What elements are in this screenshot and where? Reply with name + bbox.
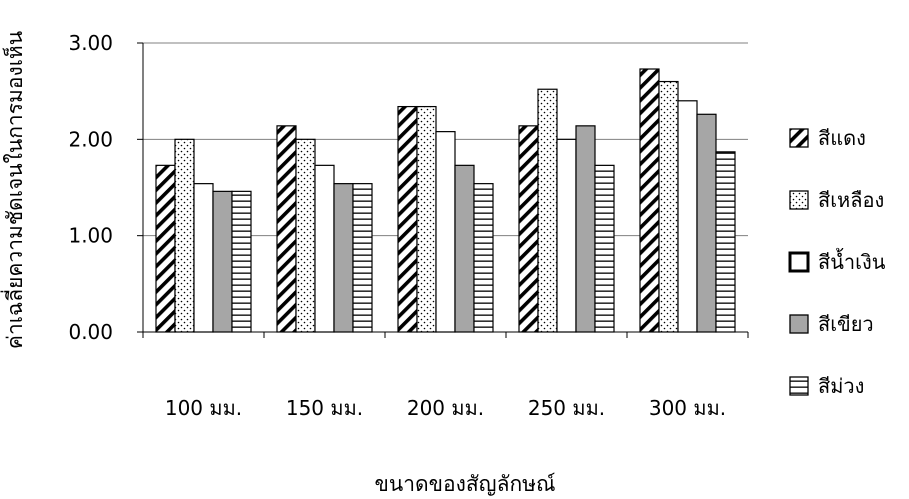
bar bbox=[352, 183, 373, 333]
y-tick-label: 0.00 bbox=[68, 320, 113, 344]
bar bbox=[174, 138, 195, 333]
legend-swatch bbox=[789, 314, 809, 334]
legend-label: สีแดง bbox=[818, 126, 866, 150]
series-1 bbox=[155, 68, 660, 333]
y-tick-label: 2.00 bbox=[68, 127, 113, 151]
x-category-label: 250 มม. bbox=[528, 396, 605, 420]
legend-label: สีเขียว bbox=[818, 312, 874, 336]
bar bbox=[677, 100, 698, 333]
bar bbox=[556, 138, 577, 333]
legend-label: สีน้ำเงิน bbox=[818, 248, 886, 274]
legend-label: สีม่วง bbox=[818, 374, 864, 398]
x-axis-label: ขนาดของสัญลักษณ์ bbox=[375, 472, 556, 496]
bar bbox=[231, 190, 252, 333]
legend-item: สีแดง bbox=[789, 126, 866, 150]
bar bbox=[518, 125, 539, 333]
bar bbox=[575, 125, 596, 333]
series-5 bbox=[231, 151, 736, 333]
bar bbox=[295, 138, 316, 333]
legend-swatch bbox=[788, 251, 810, 273]
bar bbox=[658, 80, 679, 333]
x-category-label: 100 มม. bbox=[165, 396, 242, 420]
legend-item: สีน้ำเงิน bbox=[788, 248, 886, 274]
bar bbox=[473, 183, 494, 333]
bar bbox=[333, 183, 354, 333]
bar bbox=[639, 68, 660, 333]
axes bbox=[142, 43, 749, 338]
x-category-label: 150 มม. bbox=[286, 396, 363, 420]
bars bbox=[155, 68, 736, 333]
x-axis-categories: 100 มม. 150 มม. 200 มม. 250 มม. 300 มม. bbox=[165, 396, 726, 420]
series-4 bbox=[212, 113, 717, 333]
bar bbox=[276, 125, 297, 333]
bar bbox=[696, 113, 717, 333]
bar bbox=[435, 131, 456, 333]
legend-label: สีเหลือง bbox=[818, 188, 884, 212]
legend-item: สีม่วง bbox=[789, 374, 864, 398]
bar bbox=[212, 190, 233, 333]
legend-item: สีเหลือง bbox=[789, 188, 884, 212]
series-2 bbox=[174, 80, 679, 333]
bar bbox=[416, 105, 437, 333]
legend-swatch bbox=[789, 376, 809, 396]
series-3 bbox=[193, 100, 698, 333]
y-axis-ticks: 0.00 1.00 2.00 3.00 bbox=[68, 31, 143, 344]
y-axis-label: ค่าเฉลี่ยความชัดเจนในการมองเห็น bbox=[0, 31, 27, 349]
legend-item: สีเขียว bbox=[789, 312, 874, 336]
bar bbox=[537, 88, 558, 333]
bar bbox=[397, 105, 418, 333]
legend-swatch bbox=[789, 190, 809, 210]
x-category-label: 200 มม. bbox=[407, 396, 484, 420]
y-tick-label: 3.00 bbox=[68, 31, 113, 55]
bar bbox=[193, 183, 214, 333]
bar bbox=[155, 164, 176, 333]
legend-swatch bbox=[789, 128, 809, 148]
bar bbox=[314, 164, 335, 333]
y-tick-label: 1.00 bbox=[68, 224, 113, 248]
bar bbox=[594, 164, 615, 333]
x-category-label: 300 มม. bbox=[649, 396, 726, 420]
bar bbox=[715, 151, 736, 333]
bar bbox=[454, 164, 475, 333]
